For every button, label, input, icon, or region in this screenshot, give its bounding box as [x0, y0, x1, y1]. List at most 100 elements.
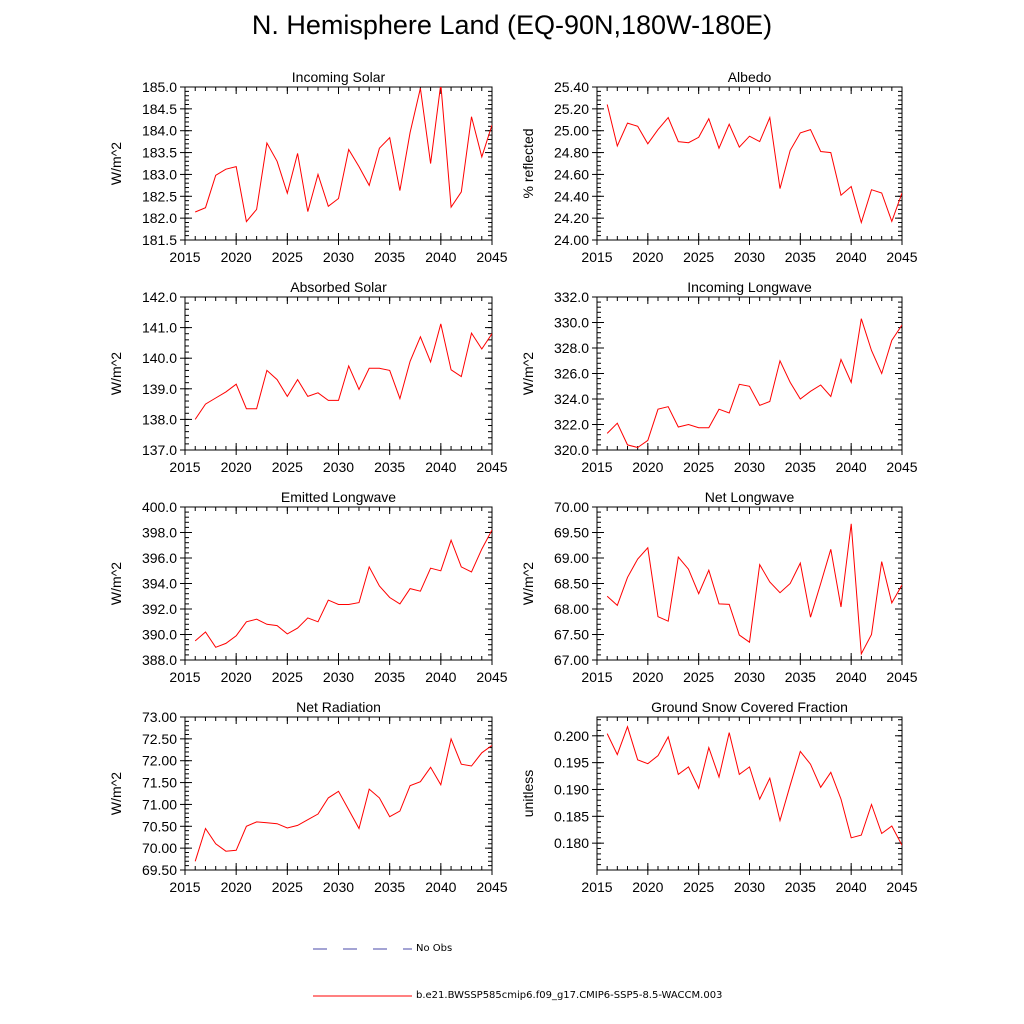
- x-tick-label: 2020: [632, 459, 663, 475]
- y-tick-label: 71.00: [142, 796, 177, 812]
- x-tick-label: 2035: [374, 669, 405, 685]
- y-tick-label: 185.0: [142, 79, 177, 95]
- series-line: [194, 323, 492, 420]
- legend-model-label: b.e21.BWSSP585cmip6.f09_g17.CMIP6-SSP5-8…: [416, 990, 723, 1001]
- y-tick-label: 182.0: [142, 210, 177, 226]
- y-tick-label: 70.50: [142, 818, 177, 834]
- x-tick-label: 2045: [476, 669, 507, 685]
- y-tick-label: 24.00: [554, 232, 589, 248]
- panel-3: Absorbed Solar W/m^2 137.0 138.0 139.0 140.0 1…: [108, 279, 508, 475]
- y-axis-label: unitless: [520, 770, 536, 817]
- panel-2: Albedo % reflected 24.00 24.20 24.40 24.60 24.…: [520, 69, 918, 265]
- x-tick-label: 2030: [734, 249, 765, 265]
- y-tick-label: 25.40: [554, 79, 589, 95]
- y-tick-label: 138.0: [142, 411, 177, 427]
- x-tick-label: 2025: [272, 669, 303, 685]
- y-tick-label: 137.0: [142, 442, 177, 458]
- x-tick-label: 2035: [785, 879, 816, 895]
- x-tick-label: 2020: [632, 669, 663, 685]
- panel-5: Emitted Longwave W/m^2 388.0 390.0 392.0 394.…: [108, 489, 508, 685]
- x-tick-label: 2030: [734, 879, 765, 895]
- panel-4: Incoming Longwave W/m^2 320.0 322.0 324.0 326…: [520, 279, 918, 475]
- y-tick-label: 68.50: [554, 576, 589, 592]
- y-tick-label: 25.00: [554, 123, 589, 139]
- y-axis-label: W/m^2: [108, 142, 124, 185]
- y-tick-label: 0.195: [554, 755, 589, 771]
- y-tick-label: 67.50: [554, 627, 589, 643]
- x-tick-label: 2015: [169, 879, 200, 895]
- y-axis-label: W/m^2: [108, 772, 124, 815]
- x-tick-label: 2030: [734, 459, 765, 475]
- series-line: [194, 737, 492, 862]
- x-tick-label: 2045: [886, 669, 917, 685]
- x-tick-label: 2015: [581, 669, 612, 685]
- x-tick-label: 2025: [272, 879, 303, 895]
- panel-7: Net Radiation W/m^2 69.50 70.00 70.50 71.00 71…: [108, 699, 508, 895]
- plot-frame: [184, 506, 493, 661]
- y-tick-label: 322.0: [554, 417, 589, 433]
- x-tick-label: 2020: [632, 249, 663, 265]
- x-tick-label: 2035: [374, 879, 405, 895]
- y-tick-label: 184.0: [142, 123, 177, 139]
- y-tick-label: 320.0: [554, 442, 589, 458]
- series-line: [606, 104, 902, 225]
- y-tick-label: 0.190: [554, 781, 589, 797]
- x-tick-label: 2040: [836, 879, 867, 895]
- x-tick-label: 2025: [272, 459, 303, 475]
- y-tick-label: 69.00: [554, 550, 589, 566]
- y-tick-label: 71.50: [142, 775, 177, 791]
- y-tick-label: 388.0: [142, 652, 177, 668]
- y-axis-label: % reflected: [520, 128, 536, 198]
- y-tick-label: 67.00: [554, 652, 589, 668]
- x-tick-label: 2035: [374, 459, 405, 475]
- x-tick-label: 2045: [476, 459, 507, 475]
- x-tick-label: 2025: [683, 249, 714, 265]
- x-tick-label: 2015: [169, 459, 200, 475]
- y-tick-label: 0.180: [554, 835, 589, 851]
- y-tick-label: 400.0: [142, 499, 177, 515]
- panel-title: Emitted Longwave: [281, 489, 396, 505]
- series-line: [606, 523, 902, 656]
- x-tick-label: 2015: [581, 879, 612, 895]
- y-tick-label: 24.80: [554, 145, 589, 161]
- x-tick-label: 2040: [425, 879, 456, 895]
- y-tick-label: 142.0: [142, 289, 177, 305]
- x-tick-label: 2040: [425, 669, 456, 685]
- x-tick-label: 2015: [581, 459, 612, 475]
- x-tick-label: 2040: [836, 459, 867, 475]
- y-tick-label: 141.0: [142, 320, 177, 336]
- y-tick-label: 390.0: [142, 627, 177, 643]
- series-line: [606, 725, 902, 846]
- y-tick-label: 68.00: [554, 601, 589, 617]
- x-tick-label: 2040: [836, 249, 867, 265]
- y-tick-label: 394.0: [142, 576, 177, 592]
- y-tick-label: 184.5: [142, 101, 177, 117]
- x-tick-label: 2015: [581, 249, 612, 265]
- x-tick-label: 2015: [169, 249, 200, 265]
- x-tick-label: 2035: [785, 669, 816, 685]
- y-tick-label: 73.00: [142, 709, 177, 725]
- x-tick-label: 2045: [886, 459, 917, 475]
- plot-frame: [596, 296, 903, 451]
- x-tick-label: 2020: [221, 459, 252, 475]
- panel-title: Incoming Longwave: [687, 279, 812, 295]
- x-tick-label: 2035: [374, 249, 405, 265]
- x-tick-label: 2040: [425, 459, 456, 475]
- panel-8: Ground Snow Covered Fraction unitless 0.18…: [520, 699, 918, 895]
- panel-title: Incoming Solar: [292, 69, 386, 85]
- y-tick-label: 183.0: [142, 166, 177, 182]
- y-tick-label: 70.00: [142, 840, 177, 856]
- y-tick-label: 328.0: [554, 340, 589, 356]
- x-tick-label: 2020: [221, 249, 252, 265]
- series-line: [195, 87, 492, 223]
- x-tick-label: 2040: [836, 669, 867, 685]
- y-tick-label: 69.50: [142, 862, 177, 878]
- x-tick-label: 2025: [272, 249, 303, 265]
- y-tick-label: 330.0: [554, 315, 589, 331]
- x-tick-label: 2025: [683, 459, 714, 475]
- x-tick-label: 2035: [785, 249, 816, 265]
- x-tick-label: 2045: [476, 249, 507, 265]
- y-tick-label: 24.40: [554, 188, 589, 204]
- y-tick-label: 24.60: [554, 166, 589, 182]
